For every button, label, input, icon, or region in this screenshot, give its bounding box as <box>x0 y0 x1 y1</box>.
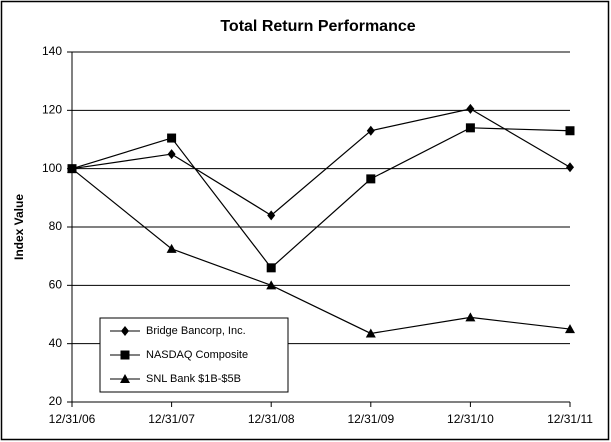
series-line <box>71 168 571 335</box>
marker <box>366 174 376 184</box>
marker <box>166 243 177 253</box>
marker <box>466 103 475 114</box>
marker <box>120 350 130 360</box>
x-tick-label: 12/31/10 <box>447 412 494 426</box>
x-tick-label: 12/31/09 <box>347 412 394 426</box>
marker <box>565 126 575 136</box>
series-line <box>71 108 571 217</box>
y-axis-label: Index Value <box>12 194 26 260</box>
marker <box>167 149 176 160</box>
y-tick-label: 60 <box>49 278 63 292</box>
x-tick-label: 12/31/08 <box>248 412 295 426</box>
marker <box>465 123 475 133</box>
x-tick-label: 12/31/07 <box>148 412 195 426</box>
y-tick-label: 20 <box>49 394 63 408</box>
marker <box>465 312 476 322</box>
series-line <box>71 127 571 269</box>
y-tick-label: 140 <box>42 44 62 58</box>
legend-label: SNL Bank $1B-$5B <box>146 373 241 385</box>
marker <box>565 324 575 334</box>
marker <box>566 162 574 173</box>
chart-title: Total Return Performance <box>220 18 415 35</box>
marker <box>67 163 77 173</box>
marker <box>167 133 177 143</box>
marker <box>266 280 277 290</box>
legend-label: NASDAQ Composite <box>146 349 248 361</box>
y-tick-label: 40 <box>49 336 63 350</box>
marker <box>366 125 375 136</box>
y-tick-label: 100 <box>42 161 62 175</box>
y-tick-label: 80 <box>49 219 63 233</box>
marker <box>121 326 129 336</box>
legend-label: Bridge Bancorp, Inc. <box>146 325 246 337</box>
marker <box>365 328 376 338</box>
marker <box>267 210 276 221</box>
x-tick-label: 12/31/06 <box>49 412 96 426</box>
legend: Bridge Bancorp, Inc. NASDAQ Composite SNL … <box>99 317 289 393</box>
marker <box>266 263 276 273</box>
y-tick-label: 120 <box>42 103 62 117</box>
marker <box>120 374 130 383</box>
x-tick-label: 12/31/11 <box>547 412 593 426</box>
